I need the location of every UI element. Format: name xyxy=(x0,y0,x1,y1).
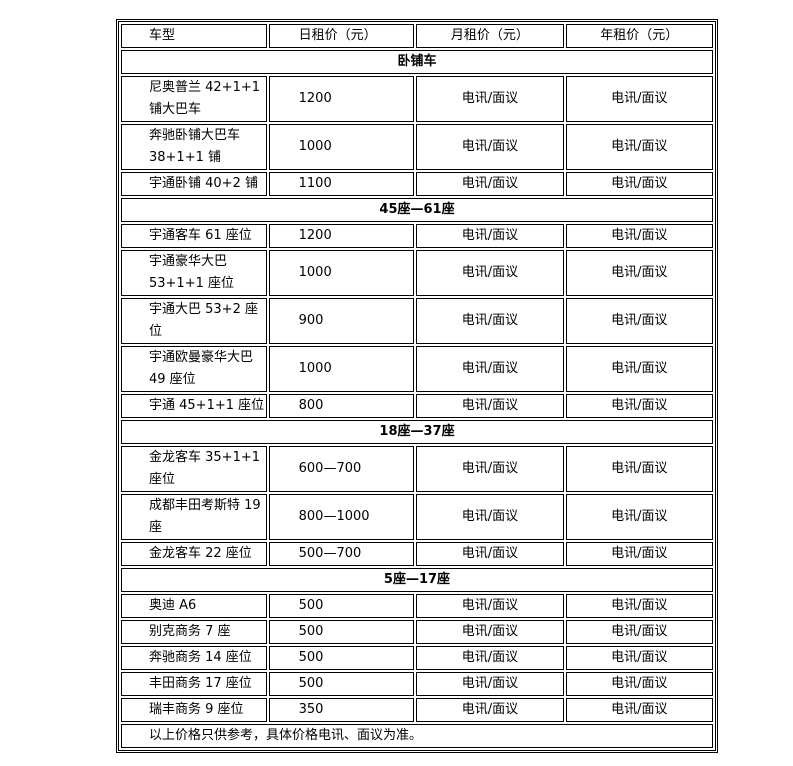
daily-price: 1200 xyxy=(268,76,415,122)
table-row: 宇通大巴 53+2 座位 900 电讯/面议 电讯/面议 xyxy=(121,298,713,344)
yearly-price: 电讯/面议 xyxy=(565,446,713,492)
table-row: 金龙客车 22 座位 500—700 电讯/面议 电讯/面议 xyxy=(121,542,713,566)
daily-price: 600—700 xyxy=(268,446,415,492)
daily-price: 800—1000 xyxy=(268,494,415,540)
column-header: 车型 xyxy=(121,24,267,48)
vehicle-model: 尼奥普兰 42+1+1 铺大巴车 xyxy=(121,76,267,122)
vehicle-model: 宇通大巴 53+2 座位 xyxy=(121,298,267,344)
table-row: 宇通欧曼豪华大巴 49 座位 1000 电讯/面议 电讯/面议 xyxy=(121,346,713,392)
monthly-price: 电讯/面议 xyxy=(416,698,564,722)
vehicle-model: 宇通欧曼豪华大巴 49 座位 xyxy=(121,346,267,392)
section-title: 18座—37座 xyxy=(121,420,713,444)
vehicle-model: 宇通卧铺 40+2 铺 xyxy=(121,172,267,196)
rental-price-table: 车型 日租价（元） 月租价（元） 年租价（元） 卧铺车 尼奥普兰 42+1+1 铺大巴车 1… xyxy=(116,19,718,753)
daily-price: 1000 xyxy=(268,124,415,170)
monthly-price: 电讯/面议 xyxy=(416,298,564,344)
daily-price: 500—700 xyxy=(268,542,415,566)
section-title: 卧铺车 xyxy=(121,50,713,74)
section-row: 45座—61座 xyxy=(121,198,713,222)
daily-price: 1000 xyxy=(268,346,415,392)
daily-price: 1100 xyxy=(268,172,415,196)
vehicle-model: 奔驰商务 14 座位 xyxy=(121,646,267,670)
column-header: 年租价（元） xyxy=(565,24,713,48)
table-row: 别克商务 7 座 500 电讯/面议 电讯/面议 xyxy=(121,620,713,644)
table-row: 宇通客车 61 座位 1200 电讯/面议 电讯/面议 xyxy=(121,224,713,248)
yearly-price: 电讯/面议 xyxy=(565,172,713,196)
column-header: 日租价（元） xyxy=(268,24,415,48)
table-row: 奔驰商务 14 座位 500 电讯/面议 电讯/面议 xyxy=(121,646,713,670)
yearly-price: 电讯/面议 xyxy=(565,620,713,644)
monthly-price: 电讯/面议 xyxy=(416,250,564,296)
table-row: 奔驰卧铺大巴车 38+1+1 铺 1000 电讯/面议 电讯/面议 xyxy=(121,124,713,170)
vehicle-model: 宇通 45+1+1 座位 xyxy=(121,394,267,418)
table-row: 宇通 45+1+1 座位 800 电讯/面议 电讯/面议 xyxy=(121,394,713,418)
yearly-price: 电讯/面议 xyxy=(565,646,713,670)
vehicle-model: 金龙客车 22 座位 xyxy=(121,542,267,566)
yearly-price: 电讯/面议 xyxy=(565,298,713,344)
yearly-price: 电讯/面议 xyxy=(565,394,713,418)
vehicle-model: 金龙客车 35+1+1 座位 xyxy=(121,446,267,492)
note-row: 以上价格只供参考，具体价格电讯、面议为准。 xyxy=(121,724,713,748)
monthly-price: 电讯/面议 xyxy=(416,620,564,644)
section-row: 5座—17座 xyxy=(121,568,713,592)
daily-price: 500 xyxy=(268,646,415,670)
vehicle-model: 成都丰田考斯特 19 座 xyxy=(121,494,267,540)
yearly-price: 电讯/面议 xyxy=(565,224,713,248)
monthly-price: 电讯/面议 xyxy=(416,446,564,492)
price-note: 以上价格只供参考，具体价格电讯、面议为准。 xyxy=(121,724,713,748)
table-row: 成都丰田考斯特 19 座 800—1000 电讯/面议 电讯/面议 xyxy=(121,494,713,540)
table-row: 尼奥普兰 42+1+1 铺大巴车 1200 电讯/面议 电讯/面议 xyxy=(121,76,713,122)
section-title: 5座—17座 xyxy=(121,568,713,592)
vehicle-model: 奔驰卧铺大巴车 38+1+1 铺 xyxy=(121,124,267,170)
daily-price: 500 xyxy=(268,672,415,696)
daily-price: 1000 xyxy=(268,250,415,296)
monthly-price: 电讯/面议 xyxy=(416,542,564,566)
monthly-price: 电讯/面议 xyxy=(416,646,564,670)
table-row: 金龙客车 35+1+1 座位 600—700 电讯/面议 电讯/面议 xyxy=(121,446,713,492)
monthly-price: 电讯/面议 xyxy=(416,172,564,196)
yearly-price: 电讯/面议 xyxy=(565,698,713,722)
vehicle-model: 丰田商务 17 座位 xyxy=(121,672,267,696)
table-row: 宇通卧铺 40+2 铺 1100 电讯/面议 电讯/面议 xyxy=(121,172,713,196)
monthly-price: 电讯/面议 xyxy=(416,224,564,248)
daily-price: 500 xyxy=(268,594,415,618)
monthly-price: 电讯/面议 xyxy=(416,494,564,540)
daily-price: 350 xyxy=(268,698,415,722)
table-row: 丰田商务 17 座位 500 电讯/面议 电讯/面议 xyxy=(121,672,713,696)
vehicle-model: 奥迪 A6 xyxy=(121,594,267,618)
monthly-price: 电讯/面议 xyxy=(416,124,564,170)
yearly-price: 电讯/面议 xyxy=(565,76,713,122)
vehicle-model: 宇通豪华大巴 53+1+1 座位 xyxy=(121,250,267,296)
monthly-price: 电讯/面议 xyxy=(416,394,564,418)
yearly-price: 电讯/面议 xyxy=(565,542,713,566)
vehicle-model: 宇通客车 61 座位 xyxy=(121,224,267,248)
column-header: 月租价（元） xyxy=(416,24,564,48)
yearly-price: 电讯/面议 xyxy=(565,346,713,392)
monthly-price: 电讯/面议 xyxy=(416,594,564,618)
section-row: 卧铺车 xyxy=(121,50,713,74)
header-row: 车型 日租价（元） 月租价（元） 年租价（元） xyxy=(121,24,713,48)
yearly-price: 电讯/面议 xyxy=(565,494,713,540)
yearly-price: 电讯/面议 xyxy=(565,250,713,296)
daily-price: 1200 xyxy=(268,224,415,248)
table-row: 瑞丰商务 9 座位 350 电讯/面议 电讯/面议 xyxy=(121,698,713,722)
vehicle-model: 别克商务 7 座 xyxy=(121,620,267,644)
daily-price: 800 xyxy=(268,394,415,418)
yearly-price: 电讯/面议 xyxy=(565,594,713,618)
table-row: 宇通豪华大巴 53+1+1 座位 1000 电讯/面议 电讯/面议 xyxy=(121,250,713,296)
monthly-price: 电讯/面议 xyxy=(416,76,564,122)
section-row: 18座—37座 xyxy=(121,420,713,444)
monthly-price: 电讯/面议 xyxy=(416,346,564,392)
daily-price: 900 xyxy=(268,298,415,344)
yearly-price: 电讯/面议 xyxy=(565,672,713,696)
table-row: 奥迪 A6 500 电讯/面议 电讯/面议 xyxy=(121,594,713,618)
yearly-price: 电讯/面议 xyxy=(565,124,713,170)
daily-price: 500 xyxy=(268,620,415,644)
section-title: 45座—61座 xyxy=(121,198,713,222)
vehicle-model: 瑞丰商务 9 座位 xyxy=(121,698,267,722)
monthly-price: 电讯/面议 xyxy=(416,672,564,696)
